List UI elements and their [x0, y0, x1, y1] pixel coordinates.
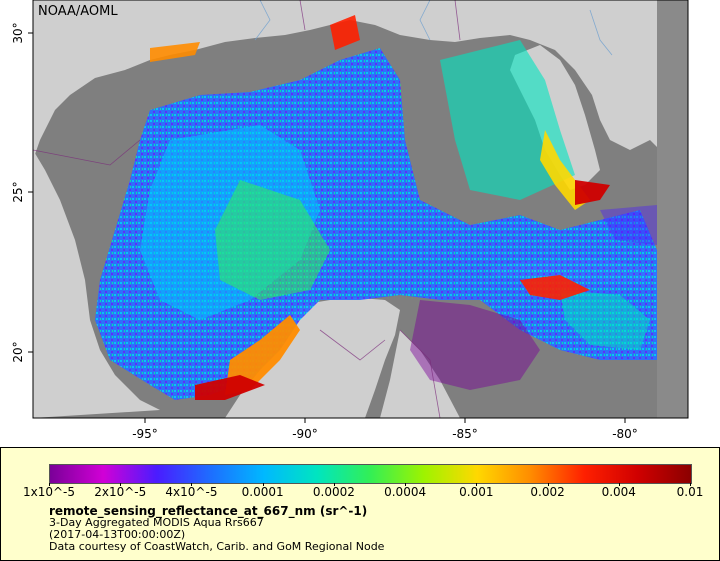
land-mexico-west	[33, 150, 160, 418]
reflectance-field	[95, 15, 657, 400]
land-us-coast	[33, 0, 688, 160]
river-lines	[254, 0, 613, 56]
colorbar-tick-label: 0.0001	[241, 485, 284, 499]
legend-text: remote_sensing_reflectance_at_667_nm (sr…	[49, 505, 384, 553]
colorbar-tick-label: 1x10^-5	[22, 485, 76, 499]
map-frame	[32, 0, 689, 419]
boundary-lines	[32, 0, 461, 419]
legend-date: (2017-04-13T00:00:00Z)	[49, 528, 186, 541]
map-area: 30° 25° 20° -95° -90° -85° -80°	[11, 0, 689, 441]
colorbar-tick-label: 0.0002	[312, 485, 355, 499]
land-central-america	[380, 330, 460, 418]
colorbar-tickmark	[49, 483, 50, 486]
colorbar	[49, 464, 692, 484]
colorbar-tick-label: 0.004	[601, 485, 636, 499]
colorbar-tickmark	[690, 483, 691, 486]
lat-ticks: 30° 25° 20°	[11, 22, 33, 363]
colorbar-tickmark	[333, 483, 335, 486]
map-credit: NOAA/AOML	[38, 4, 118, 19]
colorbar-tick-label: 4x10^-5	[165, 485, 218, 499]
colorbar-tick-label: 2x10^-5	[94, 485, 147, 499]
legend-title: remote_sensing_reflectance_at_667_nm (sr…	[49, 504, 368, 518]
lat-tick-25: 25°	[11, 181, 25, 202]
colorbar-tickmark	[618, 483, 620, 486]
colorbar-tickmark	[405, 483, 407, 486]
colorbar-tickmark	[191, 483, 193, 486]
legend-panel: 1x10^-5 2x10^-5 4x10^-5 0.0001 0.0002 0.0004 0…	[0, 447, 720, 561]
colorbar-tickmark	[120, 483, 122, 486]
legend-source: Data courtesy of CoastWatch, Carib. and …	[49, 540, 385, 553]
lat-tick-30: 30°	[11, 22, 25, 43]
lon-ticks: -95° -90° -85° -80°	[132, 418, 638, 441]
land-yucatan	[225, 298, 400, 418]
lon-tick-90: -90°	[292, 427, 318, 441]
lon-tick-95: -95°	[132, 427, 158, 441]
colorbar-tick-label: 0.0004	[384, 485, 427, 499]
colorbar-tickmark	[547, 483, 549, 486]
colorbar-tick-label: 0.002	[530, 485, 565, 499]
lon-tick-80: -80°	[612, 427, 638, 441]
no-data-strip	[657, 0, 688, 418]
lat-tick-20: 20°	[11, 341, 25, 362]
colorbar-tick-label: 0.01	[676, 485, 704, 499]
colorbar-tick-label: 0.001	[459, 485, 494, 499]
lon-tick-85: -85°	[452, 427, 478, 441]
legend-product: 3-Day Aggregated MODIS Aqua Rrs667	[49, 516, 264, 529]
colorbar-tickmark	[476, 483, 478, 486]
colorbar-tickmark	[262, 483, 264, 486]
